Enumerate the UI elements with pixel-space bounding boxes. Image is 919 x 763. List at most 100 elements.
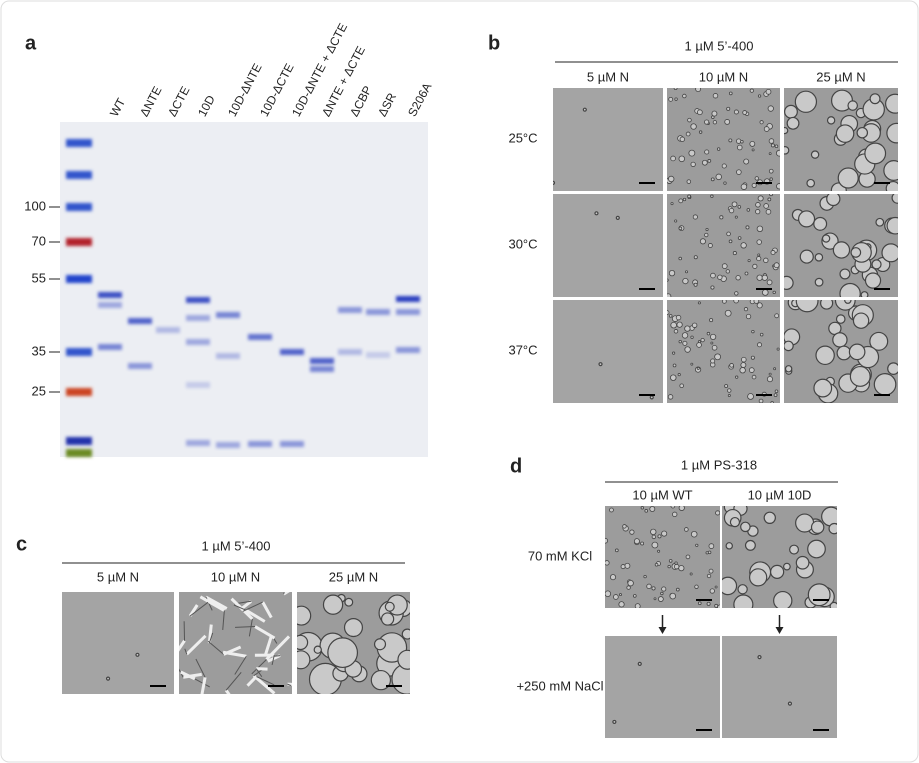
droplet [768,152,772,156]
droplet [740,242,747,249]
droplet [678,256,682,261]
droplet [885,93,898,114]
droplet [706,331,711,336]
droplet [726,106,731,111]
label: 10 µM WT [632,487,692,502]
droplet [769,177,773,181]
droplet [856,126,869,139]
droplet [813,216,828,231]
droplet [887,362,898,375]
droplet [685,131,691,137]
droplet [765,209,772,215]
droplet [721,163,727,169]
droplet [682,277,689,285]
ladder-band [66,449,92,457]
micrograph [553,194,663,297]
droplet [684,346,691,353]
micrograph [667,300,780,403]
droplet [668,175,675,183]
droplet [704,232,709,238]
droplet [737,236,742,240]
droplet [852,312,870,329]
droplet [695,88,702,93]
droplet [651,534,657,540]
fiber [179,639,186,652]
droplet [679,383,684,389]
droplet [681,332,689,339]
label: 1 µM 5’-400 [202,538,271,553]
droplet [651,586,656,591]
droplet [820,300,834,310]
droplet [748,367,755,373]
droplet [627,579,634,587]
fiber [248,618,253,637]
droplet [749,568,768,587]
droplet [807,583,831,607]
droplet [770,564,785,579]
droplet [725,542,733,550]
fiber [200,677,207,694]
droplet [624,562,631,569]
droplet [754,176,759,181]
droplet [832,332,848,348]
gel-band [128,318,152,324]
droplet [724,384,729,389]
droplet [690,335,694,339]
droplet [864,272,882,289]
droplet [687,117,692,123]
droplet [773,393,778,398]
droplet [686,179,692,184]
droplet [707,159,712,163]
droplet [667,310,670,315]
droplet [709,588,715,594]
droplet [728,138,733,143]
micrograph-content [757,655,793,706]
droplet [724,309,732,317]
droplet [750,355,755,360]
droplet [667,394,674,400]
droplet [826,194,841,207]
droplet [715,173,722,181]
droplet [839,282,861,297]
droplet [814,277,824,287]
droplet [384,601,395,612]
droplet [633,538,640,545]
droplet [784,126,789,135]
droplet [753,300,760,304]
droplet [676,321,683,328]
droplet [397,649,410,670]
droplet [784,104,798,119]
droplet [762,289,769,296]
droplet [673,563,680,570]
droplet [694,584,699,589]
droplet [837,167,859,189]
gel-band [396,296,420,302]
droplet [719,215,724,220]
micrograph-content [605,506,720,608]
droplet [670,155,676,162]
droplet [691,322,698,328]
droplet [657,596,664,602]
droplet [727,388,732,393]
droplet [737,205,742,209]
label: +250 mM NaCl [516,678,603,693]
gel-band [396,347,420,353]
micrograph-content [784,194,898,297]
label: 70 [32,233,46,248]
droplet [740,183,748,190]
gel-band [186,297,210,303]
label: 35 [32,343,46,358]
ladder-band [66,275,92,283]
gel-band [98,344,122,350]
droplet [848,343,866,361]
droplet [644,509,649,513]
droplet [693,282,698,287]
droplet [297,634,309,651]
fiber [244,608,266,623]
fiber [182,672,202,679]
droplet [690,362,694,366]
droplet [673,329,679,334]
droplet [739,367,746,374]
droplet [757,195,764,202]
droplet [714,585,718,589]
